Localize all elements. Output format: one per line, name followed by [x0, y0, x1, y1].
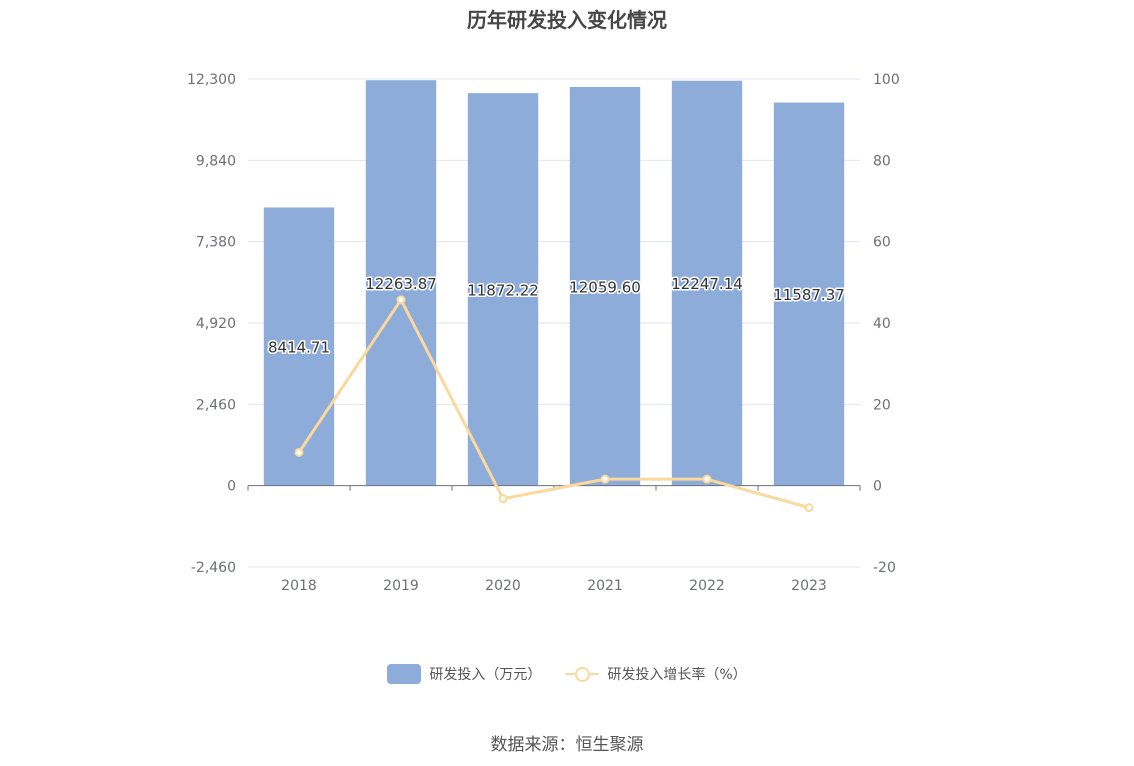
bar-data-label: 12059.60 [569, 278, 641, 296]
y-right-tick-label: 80 [873, 153, 891, 169]
bar [773, 102, 845, 486]
x-tick-label: 2021 [587, 578, 623, 594]
growth-rate-point [498, 494, 508, 504]
growth-rate-point [804, 503, 814, 513]
x-tick-label: 2019 [383, 578, 419, 594]
growth-rate-point [294, 447, 304, 457]
x-tick-label: 2022 [689, 578, 725, 594]
y-right-tick-label: 60 [873, 235, 891, 251]
legend-item-rd-investment[interactable]: 研发投入（万元） [387, 664, 541, 684]
growth-rate-line [297, 298, 810, 510]
x-tick-label: 2020 [485, 578, 521, 594]
y-left-tick-label: 0 [227, 479, 236, 495]
bar [467, 93, 539, 486]
y-left-tick-label: 12,300 [187, 72, 236, 88]
y-left-tick-label: -2,460 [191, 560, 236, 576]
bar-data-label: 11872.22 [467, 281, 539, 299]
bar-data-label: 11587.37 [773, 286, 845, 304]
y-right-tick-label: 40 [873, 316, 891, 332]
bar [263, 207, 335, 486]
growth-rate-point [702, 474, 712, 484]
legend-item-growth-rate[interactable]: 研发投入增长率（%） [565, 664, 747, 684]
legend: 研发投入（万元） 研发投入增长率（%） [0, 664, 1134, 684]
x-tick-label: 2023 [791, 578, 827, 594]
y-right-tick-label: 100 [873, 72, 900, 88]
y-right-tick-label: 20 [873, 397, 891, 413]
x-tick-label: 2018 [281, 578, 317, 594]
y-left-tick-label: 4,920 [196, 316, 236, 332]
y-right-tick-label: -20 [873, 560, 896, 576]
y-left-tick-label: 9,840 [196, 153, 236, 169]
bar [569, 86, 641, 486]
legend-label-rd-investment: 研发投入（万元） [429, 667, 542, 683]
growth-rate-point [396, 295, 406, 305]
y-right-tick-label: 0 [873, 479, 882, 495]
y-left-tick-label: 2,460 [196, 397, 236, 413]
chart-title: 历年研发投入变化情况 [467, 8, 667, 32]
bar-data-label: 8414.71 [268, 339, 330, 357]
y-left-tick-label: 7,380 [196, 235, 236, 251]
legend-swatch-bar [387, 664, 422, 684]
bar-data-label: 12247.14 [671, 275, 743, 293]
data-source-note: 数据来源：恒生聚源 [490, 735, 644, 755]
bar-line-chart: -2,460 0 2,460 4,920 7,380 9,840 12,300 -20 0 20 4… [187, 72, 900, 594]
legend-label-growth-rate: 研发投入增长率（%） [607, 667, 747, 683]
bar [365, 80, 437, 486]
bar [671, 80, 743, 486]
growth-rate-point [600, 474, 610, 484]
legend-swatch-line [565, 664, 600, 684]
bar-data-label: 12263.87 [365, 275, 437, 293]
